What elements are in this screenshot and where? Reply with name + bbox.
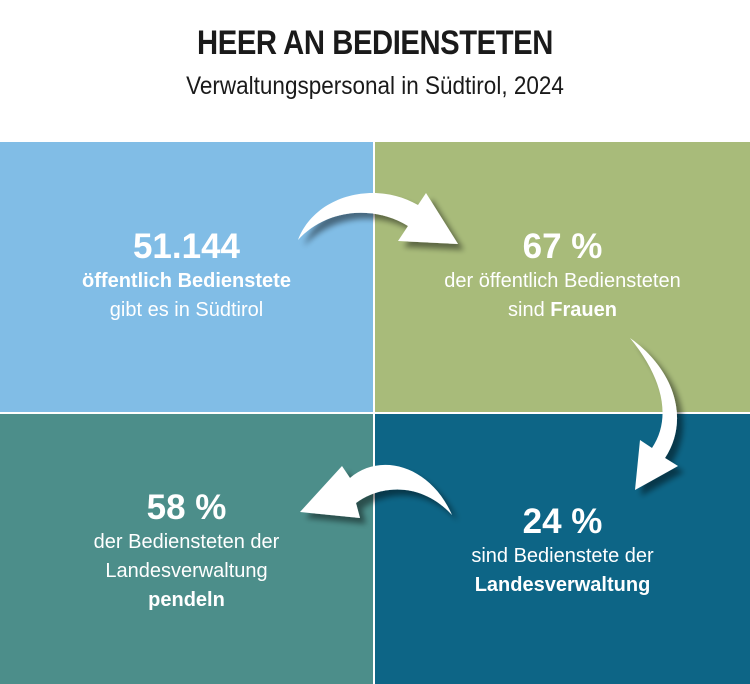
panel-women-share: 67 % der öffentlich Bediensteten sind Fr…	[375, 142, 750, 412]
panel-value: 24 %	[522, 502, 603, 541]
panel-text-line: sind Frauen	[375, 296, 750, 325]
panel-text-line: öffentlich Bedienstete	[82, 270, 291, 292]
panel-commuters: 58 % der Bediensteten der Landesverwaltu…	[0, 414, 373, 684]
panel-text-emphasis: pendeln	[148, 589, 225, 611]
panel-text-line: der öffentlich Bediensteten	[444, 270, 681, 292]
panel-value: 58 %	[146, 488, 227, 527]
panel-text-line: sind Bedienstete der	[471, 545, 654, 567]
panel-text-emphasis: Landesverwaltung	[474, 574, 651, 596]
panel-public-employees: 51.144 öffentlich Bedienstete gibt es in…	[0, 142, 373, 412]
panel-provincial-administration: 24 % sind Bedienstete der Landesverwaltu…	[375, 414, 750, 684]
header: HEER AN BEDIENSTETEN Verwaltungspersonal…	[0, 0, 750, 142]
page-title: HEER AN BEDIENSTETEN	[197, 24, 553, 62]
panel-text-prefix: sind	[508, 299, 551, 321]
panel-text-line: gibt es in Südtirol	[109, 299, 264, 321]
panel-text-line: der Bediensteten der	[93, 531, 280, 553]
panel-value: 51.144	[132, 227, 241, 266]
panel-value: 67 %	[522, 227, 603, 266]
page-subtitle: Verwaltungspersonal in Südtirol, 2024	[186, 72, 564, 100]
panel-text-line: Landesverwaltung	[105, 560, 268, 582]
panel-text-emphasis: Frauen	[550, 299, 617, 321]
